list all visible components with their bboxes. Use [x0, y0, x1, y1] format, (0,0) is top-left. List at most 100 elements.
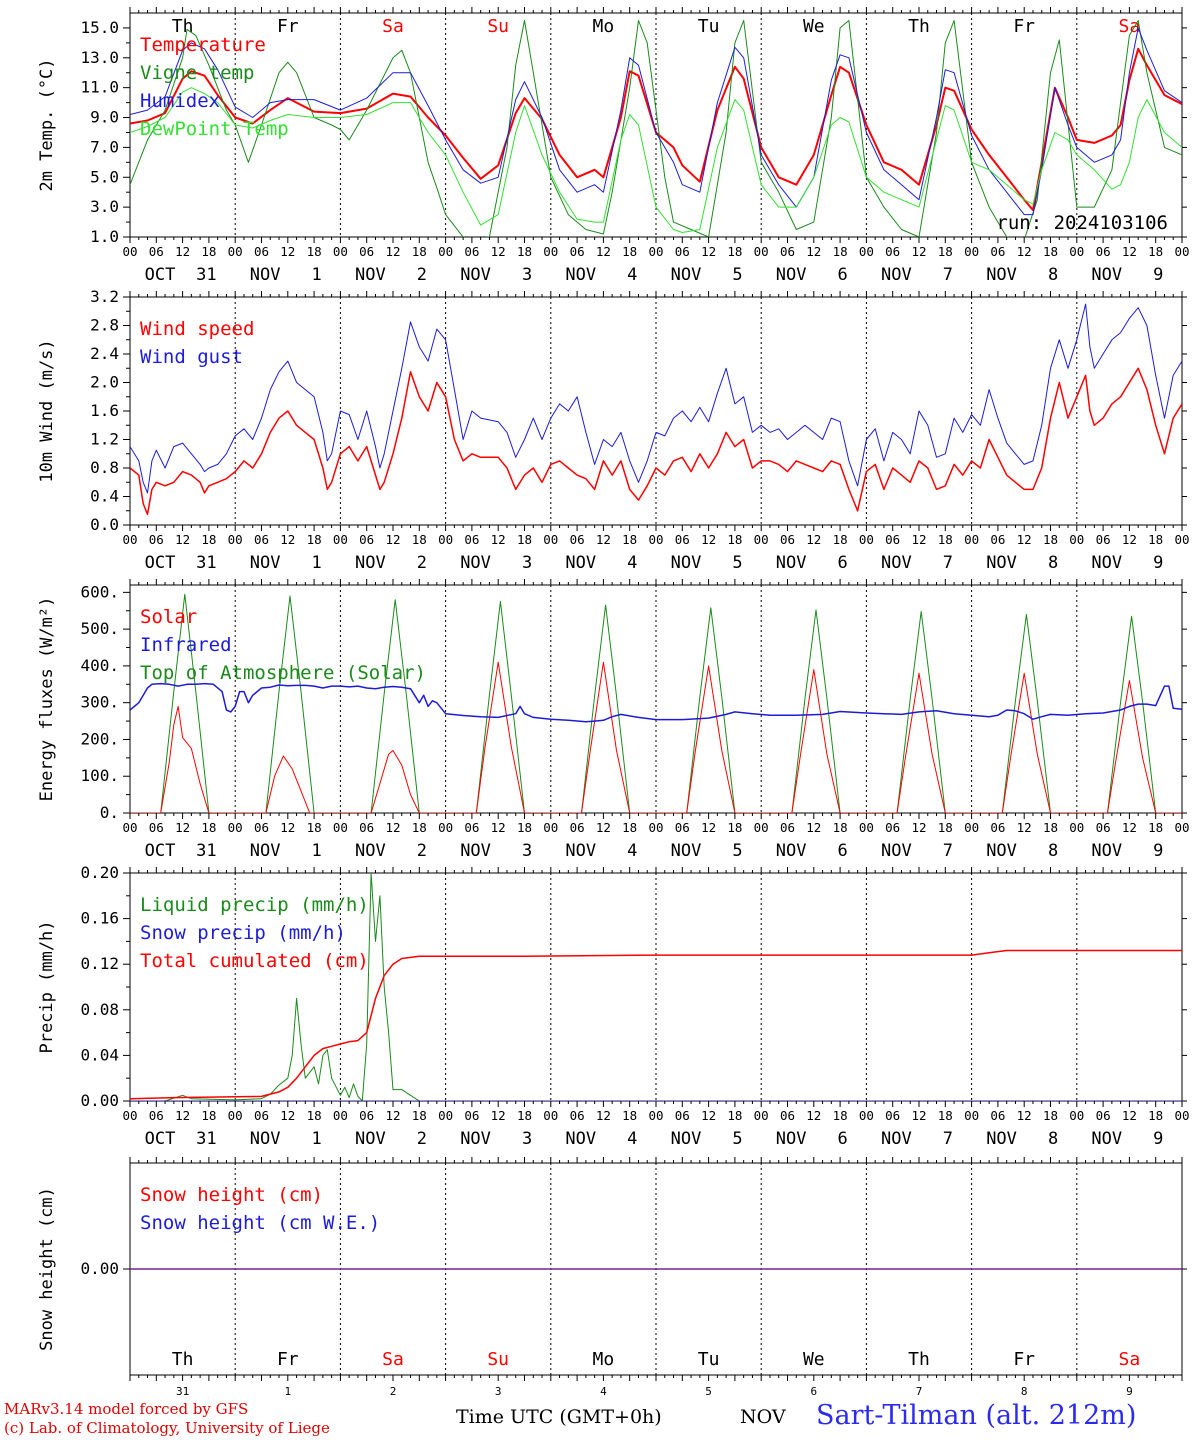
hour-tick-label: 12 — [385, 1108, 400, 1123]
day-number-label: 4 — [600, 1385, 607, 1398]
hour-tick-label: 00 — [228, 532, 243, 547]
hour-tick-label: 06 — [1096, 532, 1111, 547]
date-day-label: 9 — [1153, 841, 1163, 861]
panel-energy: 0. 100. 200. 300. 400. 500. 600. Energy fluxes … — [37, 579, 1190, 861]
hour-tick-label: 12 — [175, 244, 190, 259]
y-tick-label: 0.00 — [80, 1259, 119, 1278]
day-number-label: 1 — [284, 1385, 291, 1398]
date-month-label: OCT — [145, 1129, 176, 1149]
hour-tick-label: 00 — [333, 532, 348, 547]
date-month-label: OCT — [145, 841, 176, 861]
date-month-label: NOV — [355, 553, 386, 573]
y-tick-label: 400. — [80, 656, 119, 675]
date-day-label: 7 — [943, 841, 953, 861]
hour-tick-label: 06 — [254, 1108, 269, 1123]
date-day-label: 4 — [627, 1129, 637, 1149]
hour-tick-label: 18 — [1148, 1108, 1163, 1123]
hour-tick-label: 18 — [938, 532, 953, 547]
series-line-temperature — [130, 47, 1182, 212]
y-axis-label: 2m Temp. (°C) — [37, 58, 57, 191]
hour-tick-label: 12 — [1122, 1108, 1137, 1123]
weekday-label: Fr — [1013, 16, 1035, 37]
hour-tick-label: 00 — [438, 820, 453, 835]
legend-entry: Solar — [140, 606, 197, 628]
series-group — [130, 593, 1182, 813]
hour-tick-label: 12 — [175, 820, 190, 835]
date-day-label: 2 — [417, 553, 427, 573]
hour-tick-label: 00 — [648, 244, 663, 259]
weekday-label: Fr — [277, 1349, 299, 1370]
date-day-label: 4 — [627, 265, 637, 285]
hour-tick-label: 12 — [596, 820, 611, 835]
y-tick-label: 0.04 — [80, 1045, 119, 1064]
legend-entry: Snow height (cm) — [140, 1184, 323, 1206]
date-day-label: 4 — [627, 841, 637, 861]
hour-tick-label: 00 — [964, 1108, 979, 1123]
hour-tick-label: 06 — [359, 244, 374, 259]
date-month-label: OCT — [145, 553, 176, 573]
date-month-label: NOV — [460, 265, 491, 285]
hour-tick-label: 18 — [307, 1108, 322, 1123]
y-axis-label: Snow height (cm) — [37, 1187, 57, 1351]
hour-tick-label: 12 — [701, 532, 716, 547]
hour-tick-label: 06 — [990, 244, 1005, 259]
weekday-label: We — [803, 1349, 825, 1370]
y-tick-label: 2.8 — [90, 316, 119, 335]
date-month-label: NOV — [460, 841, 491, 861]
hour-tick-label: 18 — [727, 244, 742, 259]
hour-tick-label: 18 — [938, 820, 953, 835]
hour-tick-label: 12 — [806, 244, 821, 259]
series-line-infrared — [130, 682, 1182, 723]
hour-tick-label: 00 — [859, 820, 874, 835]
y-axis-label: 10m Wind (m/s) — [37, 339, 57, 482]
date-day-label: 2 — [417, 1129, 427, 1149]
y-axis-label: Precip (mm/h) — [37, 920, 57, 1053]
y-tick-label: 600. — [80, 582, 119, 601]
y-tick-label: 0.00 — [80, 1091, 119, 1110]
hour-tick-label: 06 — [675, 244, 690, 259]
y-tick-label: 0.8 — [90, 458, 119, 477]
hour-tick-label: 00 — [1174, 532, 1189, 547]
hour-tick-label: 12 — [701, 820, 716, 835]
hour-tick-label: 12 — [175, 1108, 190, 1123]
date-day-label: 31 — [196, 265, 216, 285]
date-month-label: NOV — [355, 841, 386, 861]
hour-tick-label: 06 — [885, 532, 900, 547]
hour-tick-label: 18 — [201, 1108, 216, 1123]
y-tick-label: 1.6 — [90, 401, 119, 420]
date-day-label: 9 — [1153, 265, 1163, 285]
hour-tick-label: 12 — [280, 1108, 295, 1123]
date-day-label: 8 — [1048, 553, 1058, 573]
date-day-label: 7 — [943, 1129, 953, 1149]
date-month-label: NOV — [881, 553, 912, 573]
hour-tick-label: 18 — [201, 244, 216, 259]
hour-tick-label: 18 — [938, 1108, 953, 1123]
date-day-label: 1 — [312, 265, 322, 285]
hour-tick-label: 06 — [990, 1108, 1005, 1123]
hour-tick-label: 12 — [385, 820, 400, 835]
date-day-label: 9 — [1153, 1129, 1163, 1149]
series-line-humidex — [130, 27, 1182, 216]
hour-tick-label: 18 — [517, 244, 532, 259]
weekday-label: Fr — [277, 16, 299, 37]
legend-entry: Snow precip (mm/h) — [140, 922, 346, 944]
hour-tick-label: 00 — [333, 1108, 348, 1123]
hour-tick-label: 06 — [464, 820, 479, 835]
hour-tick-label: 18 — [412, 820, 427, 835]
hour-tick-label: 12 — [175, 532, 190, 547]
y-tick-label: 0.0 — [90, 515, 119, 534]
date-month-label: NOV — [250, 841, 281, 861]
hour-tick-label: 06 — [254, 820, 269, 835]
y-tick-label: 3.0 — [90, 197, 119, 216]
hour-tick-label: 12 — [280, 820, 295, 835]
date-month-label: NOV — [881, 265, 912, 285]
hour-tick-label: 12 — [596, 244, 611, 259]
hour-tick-label: 12 — [701, 1108, 716, 1123]
hour-tick-label: 00 — [1069, 244, 1084, 259]
hour-tick-label: 06 — [885, 1108, 900, 1123]
hour-tick-label: 06 — [570, 1108, 585, 1123]
date-day-label: 6 — [838, 841, 848, 861]
series-group — [130, 873, 1182, 1101]
date-month-label: NOV — [881, 841, 912, 861]
